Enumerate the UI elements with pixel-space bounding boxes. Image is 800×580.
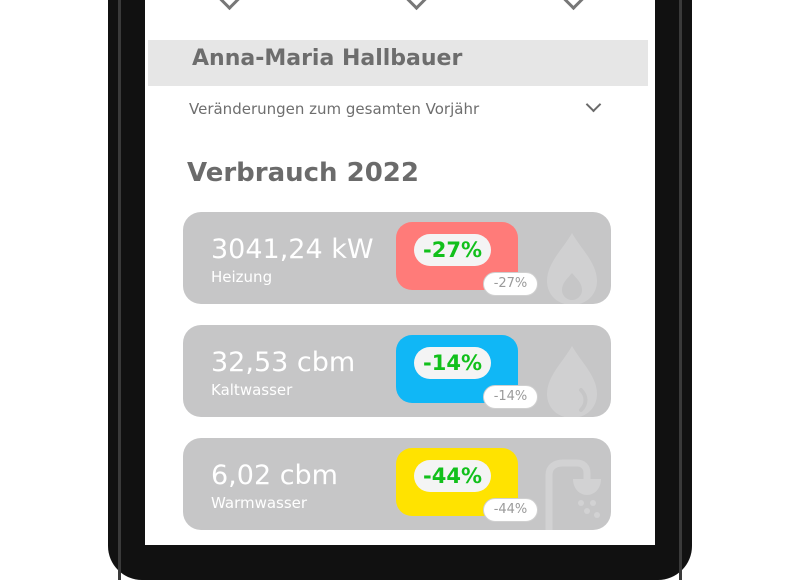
consumption-label: Warmwasser — [211, 494, 308, 512]
consumption-card-warm-water[interactable]: 6,02 cbm Warmwasser -44% -44% — [183, 438, 611, 530]
consumption-label: Heizung — [211, 268, 273, 286]
change-percent: -27% — [414, 234, 491, 266]
previous-change-percent: -27% — [483, 272, 538, 296]
previous-change-percent: -14% — [483, 385, 538, 409]
section-title: Verbrauch 2022 — [187, 158, 419, 188]
user-name-bar — [148, 40, 648, 86]
consumption-card-heating[interactable]: 3041,24 kW Heizung -27% -27% — [183, 212, 611, 304]
fire-drop-icon — [547, 233, 597, 304]
change-percent: -44% — [414, 460, 491, 492]
app-screen: Anna-Maria Hallbauer Veränderungen zum g… — [145, 0, 655, 545]
comparison-selector-label[interactable]: Veränderungen zum gesamten Vorjähr — [189, 100, 480, 118]
chevron-down-icon[interactable] — [218, 0, 241, 11]
phone-bezel — [118, 0, 682, 580]
user-name: Anna-Maria Hallbauer — [192, 46, 463, 71]
shower-icon — [545, 459, 601, 530]
previous-change-percent: -44% — [483, 498, 538, 522]
consumption-value: 32,53 cbm — [211, 347, 356, 378]
consumption-card-cold-water[interactable]: 32,53 cbm Kaltwasser -14% -14% — [183, 325, 611, 417]
consumption-value: 3041,24 kW — [211, 234, 374, 265]
chevron-down-icon[interactable] — [405, 0, 428, 11]
chevron-down-icon[interactable] — [562, 0, 585, 11]
change-percent: -14% — [414, 347, 491, 379]
water-drop-icon — [547, 346, 597, 417]
consumption-label: Kaltwasser — [211, 381, 293, 399]
consumption-value: 6,02 cbm — [211, 460, 338, 491]
